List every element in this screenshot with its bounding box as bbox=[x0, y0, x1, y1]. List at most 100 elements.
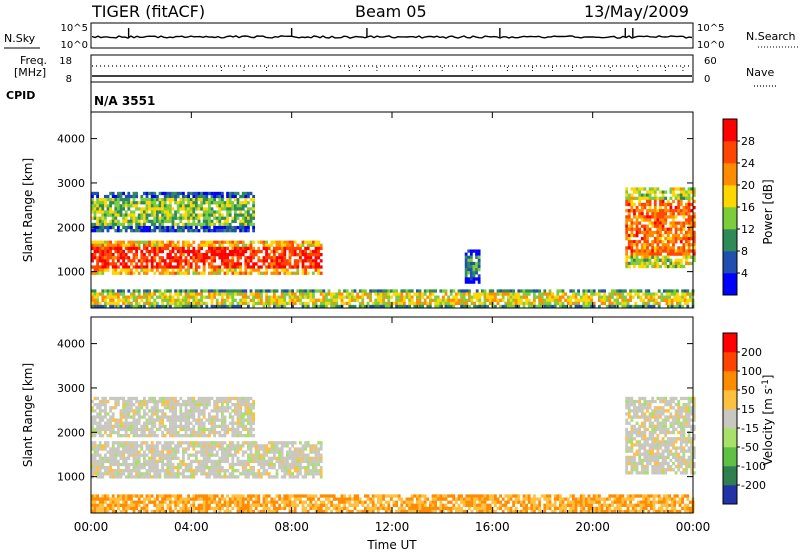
heatmap-cell bbox=[525, 301, 528, 306]
heatmap-cell bbox=[104, 447, 107, 451]
heatmap-cell bbox=[682, 209, 686, 213]
heatmap-cell bbox=[104, 509, 107, 514]
heatmap-cell bbox=[143, 222, 146, 227]
heatmap-cell bbox=[114, 469, 118, 473]
heatmap-cell bbox=[106, 246, 110, 251]
heatmap-cell bbox=[293, 295, 297, 299]
heatmap-cell bbox=[117, 249, 120, 254]
heatmap-cell bbox=[403, 298, 406, 302]
heatmap-cell bbox=[252, 412, 255, 416]
heatmap-cell bbox=[132, 503, 136, 507]
heatmap-cell bbox=[283, 240, 287, 244]
heatmap-cell bbox=[156, 450, 159, 454]
heatmap-cell bbox=[210, 256, 214, 260]
heatmap-cell bbox=[200, 213, 203, 217]
heatmap-cell bbox=[283, 292, 287, 296]
heatmap-cell bbox=[630, 230, 634, 235]
heatmap-cell bbox=[309, 256, 313, 260]
heatmap-cell bbox=[672, 218, 675, 222]
heatmap-cell bbox=[150, 219, 154, 224]
heatmap-cell bbox=[150, 204, 154, 208]
heatmap-cell bbox=[169, 399, 172, 404]
heatmap-cell bbox=[637, 289, 640, 293]
heatmap-cell bbox=[130, 462, 133, 467]
heatmap-cell bbox=[184, 289, 188, 293]
heatmap-cell bbox=[135, 459, 138, 464]
heatmap-cell bbox=[236, 434, 240, 438]
heatmap-cell bbox=[496, 289, 500, 293]
heatmap-cell bbox=[161, 421, 164, 425]
heatmap-cell bbox=[312, 252, 315, 257]
heatmap-cell bbox=[226, 298, 229, 302]
heatmap-cell bbox=[101, 225, 105, 230]
heatmap-cell bbox=[643, 264, 647, 269]
heatmap-cell bbox=[91, 406, 94, 410]
heatmap-cell bbox=[96, 412, 99, 416]
heatmap-cell bbox=[672, 199, 675, 204]
heatmap-cell bbox=[236, 256, 240, 260]
heatmap-cell bbox=[161, 469, 164, 473]
nsearch-label: N.Search bbox=[746, 30, 796, 43]
heatmap-cell bbox=[208, 456, 211, 460]
heatmap-cell bbox=[252, 265, 255, 269]
heatmap-cell bbox=[512, 289, 515, 293]
heatmap-cell bbox=[161, 412, 164, 416]
heatmap-cell bbox=[106, 198, 110, 202]
heatmap-cell bbox=[91, 497, 94, 501]
heatmap-cell bbox=[208, 465, 211, 470]
heatmap-cell bbox=[317, 462, 320, 467]
heatmap-cell bbox=[98, 240, 102, 244]
heatmap-cell bbox=[244, 225, 248, 230]
heatmap-cell bbox=[122, 472, 125, 476]
heatmap-cell bbox=[195, 213, 198, 217]
heatmap-cell bbox=[98, 219, 102, 224]
heatmap-cell bbox=[156, 399, 159, 404]
heatmap-cell bbox=[514, 292, 518, 296]
heatmap-cell bbox=[683, 295, 687, 299]
heatmap-cell bbox=[685, 261, 688, 266]
heatmap-cell bbox=[119, 421, 123, 425]
heatmap-cell bbox=[247, 225, 250, 230]
heatmap-cell bbox=[223, 229, 227, 233]
heatmap-cell bbox=[475, 298, 479, 302]
heatmap-cell bbox=[158, 225, 162, 230]
heatmap-cell bbox=[98, 412, 102, 416]
heatmap-cell bbox=[122, 509, 125, 514]
heatmap-cell bbox=[301, 265, 305, 269]
heatmap-cell bbox=[117, 424, 120, 429]
heatmap-cell bbox=[234, 198, 237, 202]
heatmap-cell bbox=[265, 494, 268, 498]
heatmap-cell bbox=[176, 403, 180, 407]
heatmap-cell bbox=[301, 459, 305, 464]
heatmap-cell bbox=[109, 252, 112, 257]
heatmap-cell bbox=[213, 198, 216, 202]
heatmap-cell bbox=[117, 265, 120, 269]
heatmap-cell bbox=[187, 292, 190, 296]
heatmap-cell bbox=[687, 212, 691, 216]
heatmap-cell bbox=[257, 289, 261, 293]
heatmap-cell bbox=[169, 207, 172, 211]
heatmap-cell bbox=[106, 399, 110, 404]
heatmap-cell bbox=[223, 453, 227, 457]
heatmap-cell bbox=[187, 210, 190, 214]
heatmap-cell bbox=[202, 243, 206, 247]
y-tick-label: 2000 bbox=[57, 221, 85, 234]
heatmap-cell bbox=[228, 249, 232, 254]
heatmap-cell bbox=[648, 218, 652, 222]
heatmap-cell bbox=[652, 295, 656, 299]
heatmap-cell bbox=[114, 424, 118, 429]
heatmap-cell bbox=[286, 465, 289, 470]
heatmap-cell bbox=[106, 259, 110, 263]
heatmap-cell bbox=[249, 494, 253, 498]
heatmap-cell bbox=[244, 210, 248, 214]
heatmap-cell bbox=[213, 295, 216, 299]
heatmap-cell bbox=[236, 399, 240, 404]
heatmap-cell bbox=[169, 472, 172, 476]
heatmap-cell bbox=[169, 421, 172, 425]
heatmap-cell bbox=[475, 249, 478, 253]
heatmap-cell bbox=[169, 509, 172, 514]
heatmap-cell bbox=[104, 204, 107, 208]
heatmap-cell bbox=[655, 292, 658, 296]
heatmap-cell bbox=[462, 301, 466, 306]
heatmap-cell bbox=[132, 469, 136, 473]
